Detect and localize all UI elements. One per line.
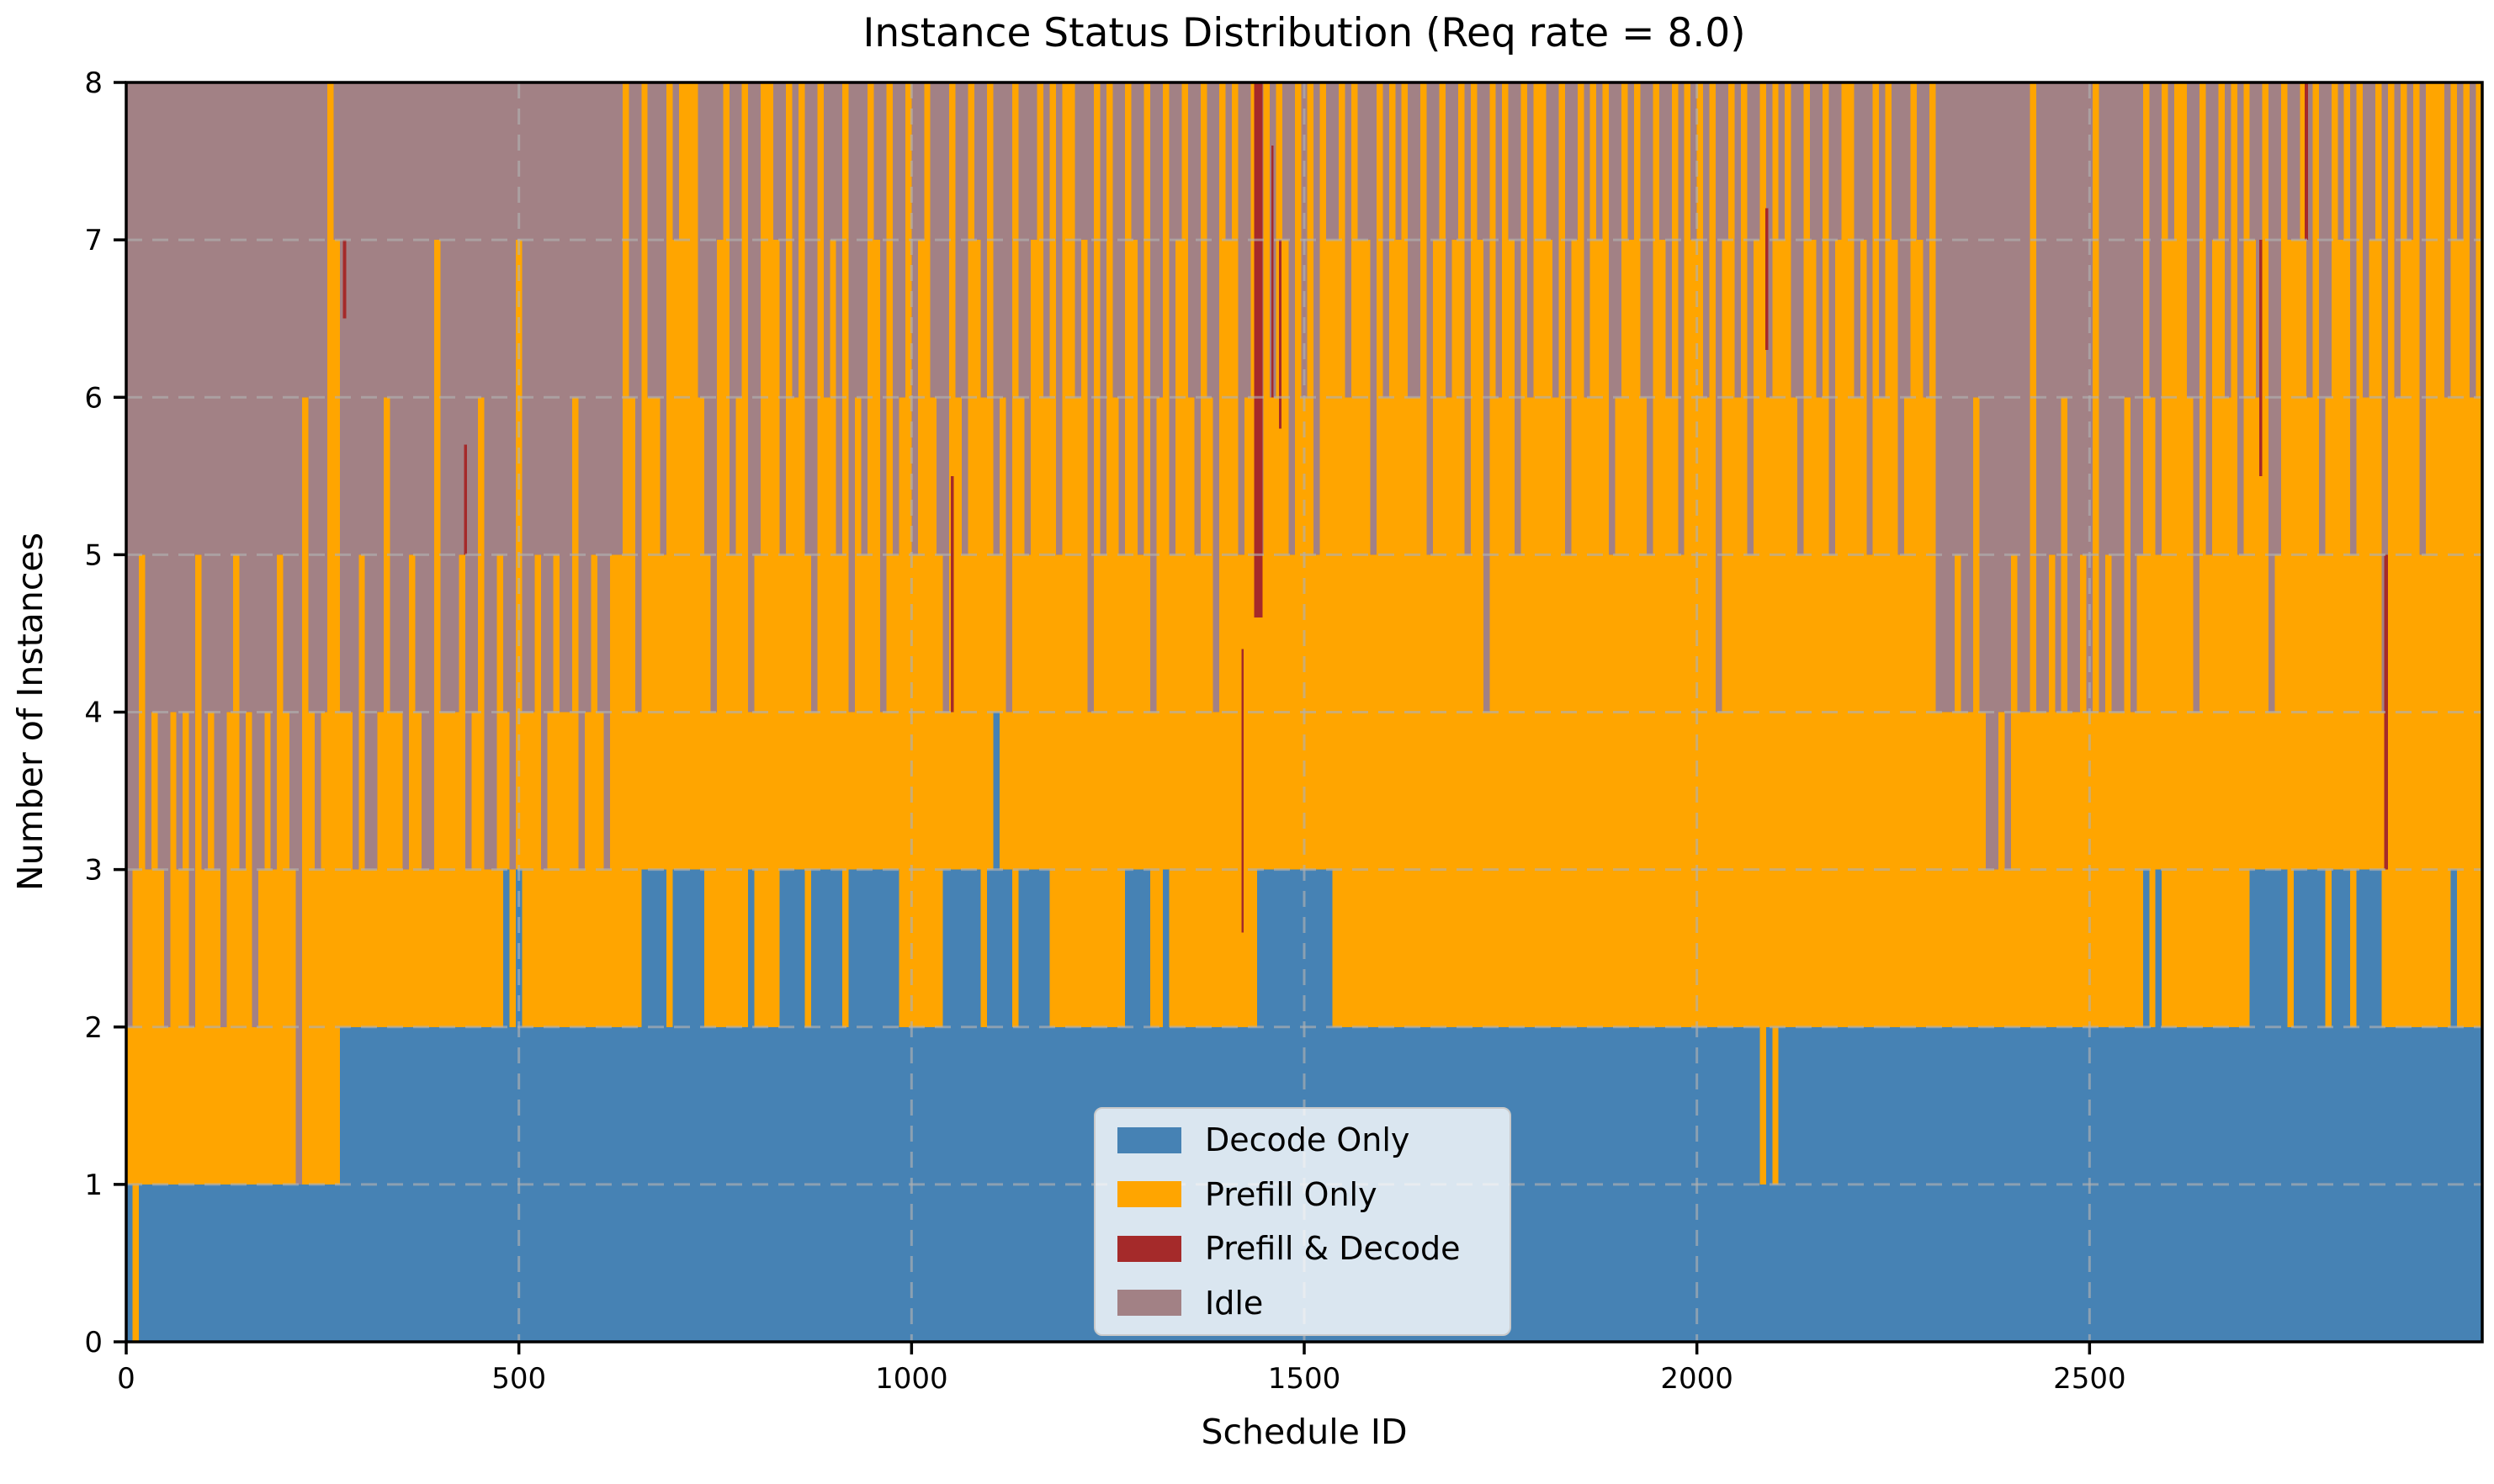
legend-label-decode-only: Decode Only [1205, 1121, 1410, 1158]
svg-text:5: 5 [84, 538, 103, 572]
svg-text:6: 6 [84, 381, 103, 415]
x-axis-label: Schedule ID [1201, 1412, 1408, 1452]
svg-text:4: 4 [84, 697, 103, 730]
legend-swatch-prefill-decode [1117, 1235, 1181, 1262]
svg-text:1000: 1000 [875, 1362, 948, 1396]
legend-item-prefill-decode: Prefill & Decode [1117, 1232, 1488, 1264]
legend-swatch-prefill-only [1117, 1181, 1181, 1208]
legend-label-idle: Idle [1205, 1284, 1264, 1322]
chart-title: Instance Status Distribution (Req rate =… [862, 10, 1746, 56]
legend-label-prefill-only: Prefill Only [1205, 1175, 1377, 1213]
svg-text:1: 1 [84, 1169, 103, 1202]
legend-item-decode-only: Decode Only [1117, 1124, 1488, 1156]
svg-text:2000: 2000 [1660, 1362, 1733, 1396]
legend-swatch-idle [1117, 1290, 1181, 1317]
svg-text:500: 500 [491, 1362, 546, 1396]
svg-text:1500: 1500 [1268, 1362, 1341, 1396]
svg-text:0: 0 [117, 1362, 135, 1396]
svg-text:2500: 2500 [2053, 1362, 2126, 1396]
svg-text:7: 7 [84, 224, 103, 257]
legend-label-prefill-decode: Prefill & Decode [1205, 1230, 1461, 1268]
svg-text:3: 3 [84, 854, 103, 888]
legend-item-idle: Idle [1117, 1287, 1488, 1319]
legend: Decode Only Prefill Only Prefill & Decod… [1094, 1107, 1511, 1336]
legend-swatch-decode-only [1117, 1126, 1181, 1153]
y-axis-label: Number of Instances [10, 532, 50, 892]
legend-item-prefill-only: Prefill Only [1117, 1179, 1488, 1211]
svg-text:0: 0 [84, 1326, 103, 1359]
svg-text:2: 2 [84, 1011, 103, 1045]
svg-text:8: 8 [84, 66, 103, 100]
